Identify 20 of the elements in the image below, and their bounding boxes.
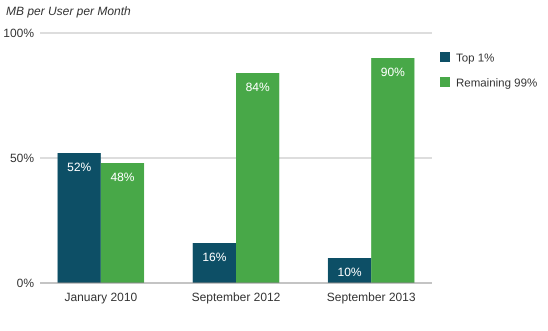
data-label: 10% (338, 265, 362, 279)
legend-label: Remaining 99% (456, 78, 538, 90)
chart-title: MB per User per Month (6, 4, 132, 18)
bar (236, 73, 280, 283)
bar (192, 243, 236, 283)
data-label: 90% (380, 65, 406, 79)
data-label: 84% (246, 80, 270, 94)
data-label: 16% (202, 250, 227, 264)
bar (100, 163, 144, 283)
x-tick-label: September 2012 (192, 290, 281, 304)
y-tick-label: 0% (16, 276, 34, 290)
data-label: 48% (110, 170, 135, 184)
y-tick-label: 50% (10, 151, 34, 165)
x-tick-label: January 2010 (64, 290, 138, 304)
bar (58, 153, 101, 283)
y-tick-label: 100% (3, 26, 34, 40)
bar (371, 58, 414, 283)
data-label: 52% (67, 160, 92, 174)
legend-label: Top 1% (456, 52, 494, 64)
x-tick-label: September 2013 (326, 290, 416, 304)
